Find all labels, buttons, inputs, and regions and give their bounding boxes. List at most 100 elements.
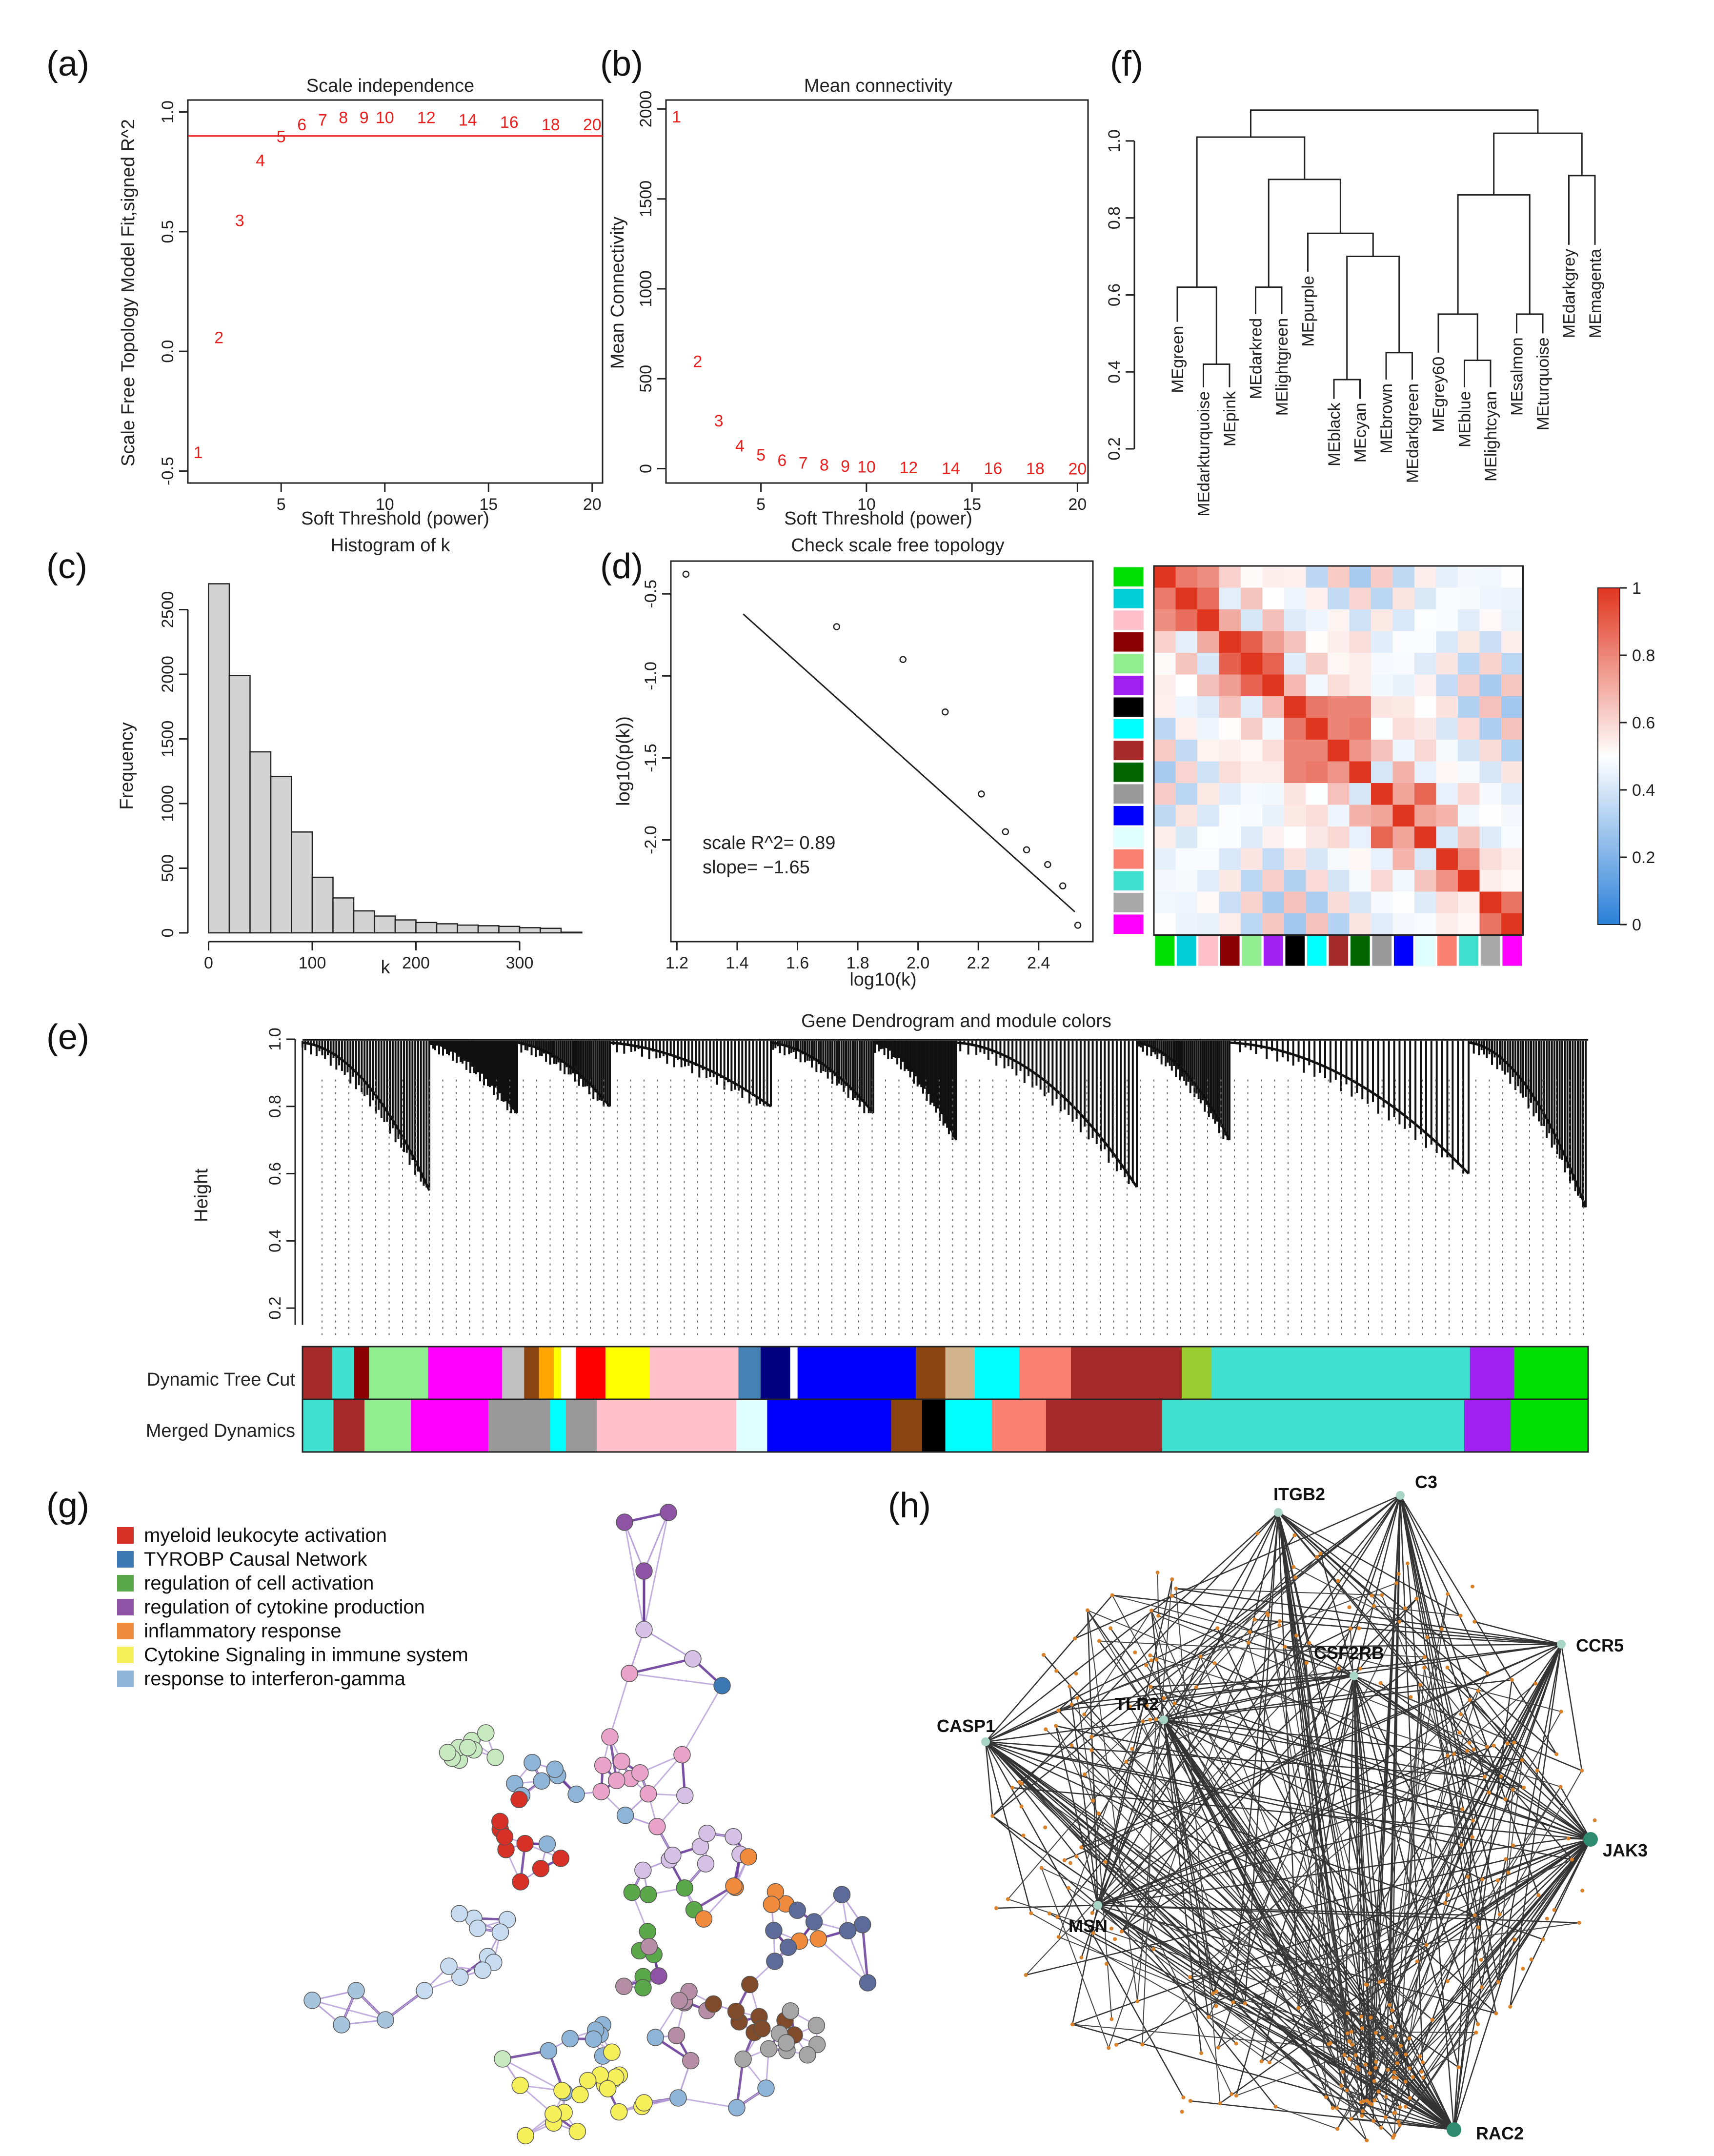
panel-f-heatmap-cell [1219,653,1241,675]
panel-h-leaf-node [1559,1710,1563,1714]
panel-h-leaf-node [1380,2035,1385,2040]
panel-f-heatmap-cell [1284,870,1306,892]
panel-g: (g) myeloid leukocyte activation TYROBP C… [46,1486,877,2145]
panel-h-edge [1284,1647,1350,2041]
panel-f-heatmap-cell [1197,826,1219,848]
panel-f-heatmap-cell [1436,609,1458,631]
panel-g-edge [861,1924,869,1983]
panel-f-row-color-swatch [1113,806,1144,826]
panel-f-heatmap-cell [1371,761,1393,783]
panel-f-heatmap-cell [1306,891,1328,913]
panel-g-node [809,1930,827,1948]
panel-f-colorbar-tick-label: 1 [1632,579,1641,598]
panel-h-edge [1074,1494,1401,1639]
panel-h-leaf-node [1109,1626,1113,1631]
panel-f-leaf-label: MEcyan [1351,403,1370,463]
panel-e-dynamic-tree-cut-segment [302,1347,333,1399]
panel-h-edge [1284,1647,1384,1981]
panel-f-heatmap-cell [1306,631,1328,653]
panel-g-node [512,1873,529,1891]
panel-h-leaf-node [1337,1666,1341,1671]
panel-h-leaf-node [1353,2053,1358,2057]
panel-h-leaf-node [1234,2041,1238,2046]
panel-e-merged-dynamics-segment [1162,1399,1465,1452]
panel-g-node [646,2029,665,2046]
panel-e-merged-dynamics-segment [767,1399,891,1452]
panel-h-leaf-node [1048,1912,1052,1916]
panel-h-leaf-node [1155,1571,1160,1575]
panel-e-merged-dynamics-segment [1511,1399,1589,1452]
panel-h-edge [1156,1659,1384,1981]
panel-b-point-label: 8 [820,456,829,474]
panel-h-leaf-node [1380,1593,1384,1597]
panel-h-leaf-node [1471,1818,1475,1823]
panel-f-row-color-swatch [1113,697,1144,717]
panel-e-dynamic-tree-cut-segment [561,1347,576,1399]
panel-h-leaf-node [1392,2070,1396,2075]
panel-f-link [1255,286,1283,314]
panel-h-edge [1176,1588,1562,1645]
panel-h-leaf-node [1479,1957,1483,1962]
panel-h-edge [1208,1859,1573,2018]
panel-h-leaf-node [1151,1947,1156,1951]
panel-h-leaf-node [1391,2075,1395,2079]
panel-f-heatmap-cell [1284,826,1306,848]
panel-h-edge [1190,2100,1454,2131]
panel-h-leaf-node [1345,2031,1350,2035]
panel-f-colorbar-tick-label: 0.6 [1632,714,1655,732]
panel-h-leaf-node [1068,1861,1072,1865]
panel-f-heatmap-cell [1328,566,1350,588]
panel-e-ylabel: Height [191,1169,212,1222]
panel-h-hub-node [1557,1640,1566,1649]
panel-h-leaf-node [1066,1886,1070,1890]
panel-h-leaf-node [1367,2100,1371,2105]
panel-f-heatmap-cell [1262,848,1284,870]
panel-h-leaf-node [1419,2070,1424,2074]
panel-f-heatmap-cell [1175,718,1197,740]
panel-c-bar [394,919,417,934]
panel-e-merged-dynamics-segment [991,1399,1047,1452]
panel-h-hub-label: MSN [1069,1916,1108,1936]
panel-f-heatmap-cell [1219,805,1241,826]
panel-h-leaf-node [1214,2004,1218,2008]
panel-b-point-label: 18 [1026,460,1045,478]
panel-f-col-color-swatch [1415,935,1435,967]
panel-h-edge [1497,1644,1562,1982]
panel-f-heatmap-cell [1154,587,1176,609]
panel-h-leaf-node [1083,1772,1087,1776]
panel-f-heatmap-cell [1197,631,1219,653]
panel-g-node [451,1968,469,1986]
panel-h-leaf-node [1019,1781,1024,1786]
panel-d-annotation-r2: scale R^2= 0.89 [703,833,835,853]
panel-h-edge [1163,1679,1512,1721]
panel-h-leaf-node [1345,2011,1350,2015]
panel-h-edge [1399,1495,1490,1793]
panel-h-leaf-node [1365,2138,1369,2143]
panel-h-edge [1399,1495,1488,1673]
panel-f-heatmap-cell [1284,696,1306,718]
panel-h-edge [1278,1512,1573,1860]
panel-g-enrichment-network [303,1504,877,2145]
panel-h-leaf-node [1445,1753,1450,1758]
panel-h-leaf-node [1512,1937,1516,1942]
panel-h-leaf-node [1487,1791,1491,1795]
panel-f-row-color-swatch [1113,762,1144,783]
panel-g-node [635,1621,653,1638]
panel-h-hub-node [981,1737,990,1746]
panel-h-edge [1146,1665,1368,1985]
panel-h-edge [1030,1913,1399,2122]
panel-b-point-label: 5 [756,446,766,464]
panel-h-leaf-node [1394,1581,1399,1585]
panel-e-dynamic-tree-cut-segment [502,1347,524,1399]
panel-h-leaf-node [1180,2110,1184,2114]
panel-g-node [616,1807,634,1824]
panel-h-edge [1393,1668,1425,2136]
panel-h-edge [1306,1663,1327,2097]
panel-f-heatmap-cell [1284,609,1306,631]
panel-f-heatmap-cell [1458,783,1480,805]
panel-g-legend-swatch [117,1647,134,1663]
panel-h-leaf-node [1452,1752,1456,1756]
panel-f-heatmap-cell [1219,783,1241,805]
panel-f: (f) 0.2 0.4 0.6 0.8 1.0 MEgreen MEdarkturquois… [1105,44,1655,967]
